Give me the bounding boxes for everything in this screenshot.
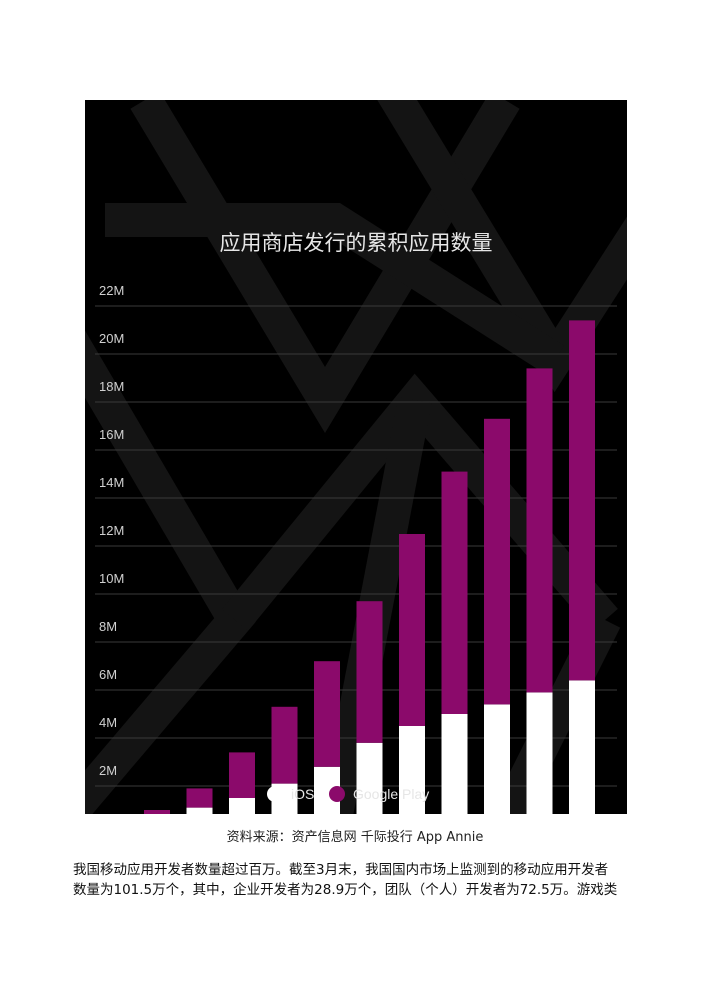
stacked-bar-chart: 应用商店发行的累积应用数量 0 2M 4M 6M 8M 10M 12M 14M 16M 18M 20M… bbox=[85, 100, 627, 814]
y-tick-label: 2M bbox=[99, 763, 117, 778]
chart-panel: 应用商店发行的累积应用数量 0 2M 4M 6M 8M 10M 12M 14M 16M 18M 20M… bbox=[85, 100, 627, 814]
bar-ios bbox=[484, 704, 510, 814]
body-line-2: 数量为101.5万个，其中，企业开发者为28.9万个，团队（个人）开发者为72.… bbox=[73, 882, 618, 898]
legend-marker bbox=[267, 786, 283, 802]
y-tick-label: 16M bbox=[99, 427, 124, 442]
legend-marker bbox=[329, 786, 345, 802]
bar-google-play bbox=[441, 471, 468, 714]
bar-google-play bbox=[229, 752, 255, 798]
bar-ios bbox=[356, 742, 383, 814]
bar-google-play bbox=[569, 320, 595, 681]
y-tick-label: 22M bbox=[99, 283, 124, 298]
y-tick-label: 0 bbox=[99, 811, 106, 814]
chart-title: 应用商店发行的累积应用数量 bbox=[220, 231, 493, 255]
y-tick-label: 8M bbox=[99, 619, 117, 634]
source-caption: 资料来源：资产信息网 千际投行 App Annie bbox=[226, 830, 484, 845]
background-pattern-2 bbox=[85, 330, 256, 814]
body-paragraph: 我国移动应用开发者数量超过百万。截至3月末，我国国内市场上监测到的移动应用开发者… bbox=[73, 860, 639, 900]
y-tick-label: 4M bbox=[99, 715, 117, 730]
y-tick-label: 14M bbox=[99, 475, 124, 490]
bar-google-play bbox=[271, 706, 298, 784]
bar-google-play bbox=[144, 810, 170, 814]
y-tick-label: 6M bbox=[99, 667, 117, 682]
y-tick-label: 10M bbox=[99, 571, 124, 586]
bar-ios bbox=[399, 726, 425, 814]
y-tick-label: 18M bbox=[99, 379, 124, 394]
background-pattern-6 bbox=[105, 203, 565, 375]
bar-ios bbox=[569, 680, 595, 814]
body-line-1: 我国移动应用开发者数量超过百万。截至3月末，我国国内市场上监测到的移动应用开发者 bbox=[73, 862, 609, 878]
bar-ios bbox=[526, 692, 553, 814]
bar-ios bbox=[186, 807, 213, 814]
y-tick-label: 20M bbox=[99, 331, 124, 346]
bar-google-play bbox=[186, 788, 213, 808]
bar-google-play bbox=[399, 534, 425, 726]
bar-google-play bbox=[484, 418, 510, 705]
bar-google-play bbox=[356, 601, 383, 743]
legend-label: iOS bbox=[291, 786, 314, 802]
bar-ios bbox=[441, 714, 468, 814]
y-tick-label: 12M bbox=[99, 523, 124, 538]
legend-label: Google Play bbox=[353, 786, 429, 802]
bar-ios bbox=[229, 798, 255, 814]
bar-google-play bbox=[526, 368, 553, 693]
bar-google-play bbox=[314, 661, 340, 767]
